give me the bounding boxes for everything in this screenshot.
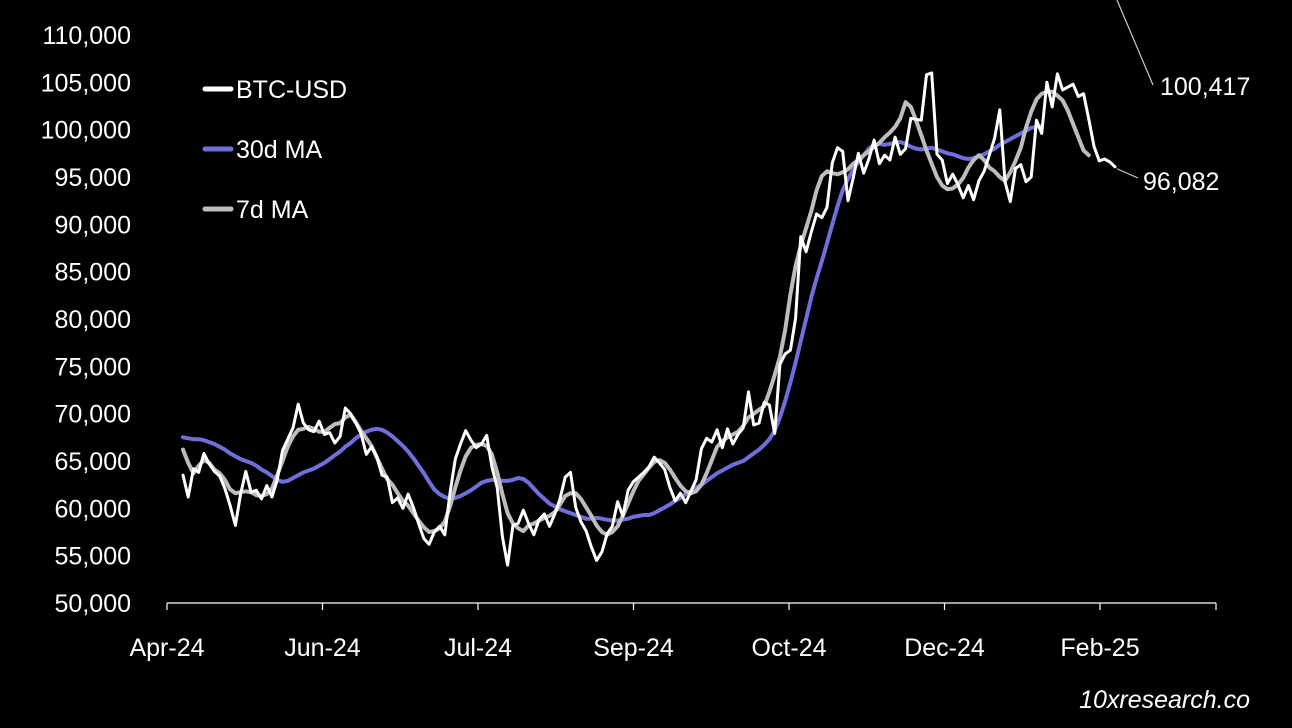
- legend-label-ma7: 7d MA: [236, 196, 309, 224]
- y-tick-label: 70,000: [55, 401, 131, 429]
- x-tick-label: Jun-24: [284, 634, 361, 662]
- x-tick-label: Oct-24: [751, 634, 826, 662]
- x-tick-label: Jul-24: [444, 634, 512, 662]
- leader-line-btc: [1116, 168, 1139, 179]
- x-tick-label: Apr-24: [129, 634, 204, 662]
- series-line-ma7: [181, 89, 1091, 537]
- legend-label-btc: BTC-USD: [236, 76, 347, 104]
- series-line-ma30: [181, 123, 1044, 523]
- y-tick-label: 75,000: [55, 353, 131, 381]
- annotation-layer: 100,417 96,082: [1116, 0, 1250, 196]
- annotation-label-30d-ma: 100,417: [1160, 73, 1250, 101]
- legend-label-ma30: 30d MA: [236, 136, 322, 164]
- series-line-btc: [181, 71, 1117, 567]
- y-axis: 110,000 105,000 100,000 95,000 90,000 85,000 8…: [41, 22, 131, 618]
- y-tick-label: 95,000: [55, 164, 131, 192]
- x-tick-label: Dec-24: [904, 634, 985, 662]
- x-tick-label: Sep-24: [593, 634, 674, 662]
- y-tick-label: 110,000: [42, 22, 131, 50]
- y-tick-label: 55,000: [55, 543, 131, 571]
- y-tick-label: 50,000: [55, 590, 131, 618]
- legend: BTC-USD 30d MA 7d MA: [202, 76, 347, 224]
- y-tick-label: 85,000: [55, 259, 131, 287]
- y-tick-label: 80,000: [55, 306, 131, 334]
- y-tick-label: 65,000: [55, 448, 131, 476]
- series-layer: [181, 71, 1117, 567]
- x-tick-label: Feb-25: [1060, 634, 1139, 662]
- leader-line-30d-ma: [1116, 0, 1154, 86]
- y-tick-label: 60,000: [55, 495, 131, 523]
- x-axis: Apr-24 Jun-24 Jul-24 Sep-24 Oct-24 Dec-24 Feb-…: [129, 602, 1217, 662]
- y-tick-label: 90,000: [55, 211, 131, 239]
- y-tick-label: 100,000: [41, 117, 131, 145]
- y-tick-label: 105,000: [41, 69, 131, 97]
- watermark: 10xresearch.co: [1079, 686, 1250, 714]
- annotation-label-btc: 96,082: [1143, 168, 1219, 196]
